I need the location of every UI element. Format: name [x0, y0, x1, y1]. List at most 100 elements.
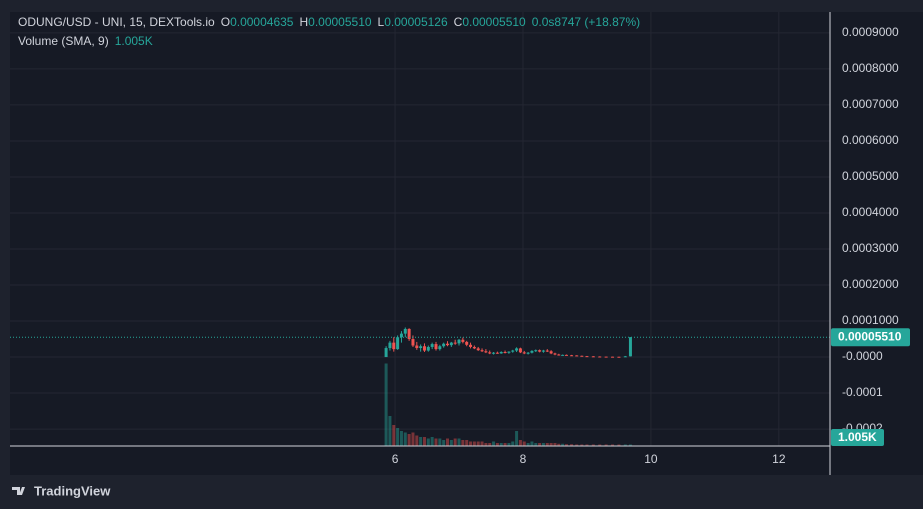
- volume-bar: [617, 444, 621, 446]
- volume-bar: [526, 443, 530, 446]
- candle-body: [415, 345, 419, 349]
- volume-bar: [442, 440, 446, 446]
- candle-body: [384, 348, 388, 358]
- candle-body: [499, 351, 503, 354]
- volume-bar: [503, 443, 507, 446]
- candle-body: [575, 355, 579, 357]
- volume-bar: [403, 432, 407, 446]
- candle-body: [488, 352, 492, 354]
- candle-body: [484, 351, 488, 353]
- volume-bar: [396, 428, 400, 446]
- candle-body: [438, 346, 442, 350]
- candle-body: [480, 350, 484, 352]
- y-tick-label: -0.0000: [842, 349, 883, 363]
- volume-bar: [557, 443, 561, 446]
- candle-body: [449, 342, 453, 346]
- candle-body: [419, 346, 423, 349]
- candle-body: [407, 328, 411, 340]
- volume-title: Volume (SMA, 9): [18, 34, 109, 48]
- candle-body: [591, 356, 595, 358]
- y-tick-label: 0.0009000: [842, 25, 899, 39]
- candle-body: [585, 356, 589, 358]
- chart-title: ODUNG/USD - UNI, 15, DEXTools.io: [18, 15, 215, 29]
- volume-bar: [426, 438, 430, 446]
- ohlc-key: C: [454, 15, 463, 29]
- price-axis: [830, 12, 923, 475]
- ohlc-key: L: [378, 15, 385, 29]
- volume-bar: [446, 438, 450, 446]
- candle-body: [446, 343, 450, 346]
- candle-body: [628, 337, 632, 357]
- volume-bar: [430, 437, 434, 446]
- candle-body: [507, 351, 511, 353]
- volume-bar: [407, 434, 411, 446]
- volume-bar: [461, 440, 465, 446]
- volume-bar: [538, 443, 542, 446]
- candle-body: [549, 351, 553, 354]
- candle-body: [411, 339, 415, 346]
- volume-bar: [384, 363, 388, 446]
- candle-body: [396, 337, 400, 350]
- candle-body: [465, 341, 469, 345]
- volume-bar: [553, 443, 557, 446]
- volume-bar: [453, 438, 457, 446]
- volume-bar: [499, 443, 503, 446]
- volume-bar: [507, 443, 511, 446]
- volume-bar: [419, 437, 423, 446]
- volume-bar: [465, 440, 469, 446]
- volume-bar: [411, 432, 415, 446]
- x-tick-label: 12: [772, 452, 786, 466]
- volume-bar: [476, 441, 480, 446]
- volume-bar: [518, 440, 522, 446]
- candle-body: [561, 354, 565, 356]
- volume-bar: [549, 443, 553, 446]
- candle-body: [430, 344, 434, 347]
- y-tick-label: 0.0008000: [842, 61, 899, 75]
- volume-bar: [438, 438, 442, 446]
- ohlc-value: 0.00005510: [308, 15, 372, 29]
- candle-body: [530, 350, 534, 353]
- candle-body: [541, 350, 545, 352]
- candle-body: [476, 348, 480, 351]
- volume-bar: [488, 443, 492, 446]
- candle-body: [580, 355, 584, 357]
- candle-body: [492, 352, 496, 354]
- volume-bar: [623, 444, 627, 446]
- candle-body: [598, 356, 602, 358]
- volume-legend: Volume (SMA, 9) 1.005K: [18, 34, 153, 48]
- volume-bar: [604, 444, 608, 446]
- volume-bar: [541, 443, 545, 446]
- y-tick-label: 0.0006000: [842, 133, 899, 147]
- volume-bar: [585, 444, 589, 446]
- ohlc-value: 0.00005126: [384, 15, 448, 29]
- y-tick-label: 0.0003000: [842, 241, 899, 255]
- candle-body: [545, 350, 549, 352]
- candle-body: [457, 339, 461, 344]
- candle-body: [515, 348, 519, 351]
- candle-body: [434, 344, 438, 350]
- volume-bar: [515, 431, 519, 446]
- change-value: 0.0s8747 (+18.87%): [532, 15, 640, 29]
- price-tag: [831, 328, 910, 347]
- candle-body: [564, 354, 568, 356]
- volume-bar: [570, 444, 574, 446]
- volume-bar: [399, 431, 403, 446]
- ohlc-key: O: [221, 15, 230, 29]
- x-tick-label: 8: [520, 452, 527, 466]
- volume-bar: [561, 443, 565, 446]
- candle-body: [392, 342, 396, 350]
- volume-bar: [492, 441, 496, 446]
- labels: 0.0009000 0.0008000 0.0007000 0.0006000 0.00…: [18, 15, 910, 466]
- x-tick-label: 6: [392, 452, 399, 466]
- marks: [10, 327, 830, 446]
- volume-bar: [457, 438, 461, 446]
- y-tick-label: 0.0005000: [842, 169, 899, 183]
- candle-body: [511, 350, 515, 352]
- candle-body: [570, 355, 574, 357]
- volume-bar: [480, 441, 484, 446]
- candle-body: [422, 346, 426, 351]
- candle-body: [472, 346, 476, 349]
- ohlc-key: H: [299, 15, 308, 29]
- candle-body: [503, 351, 507, 353]
